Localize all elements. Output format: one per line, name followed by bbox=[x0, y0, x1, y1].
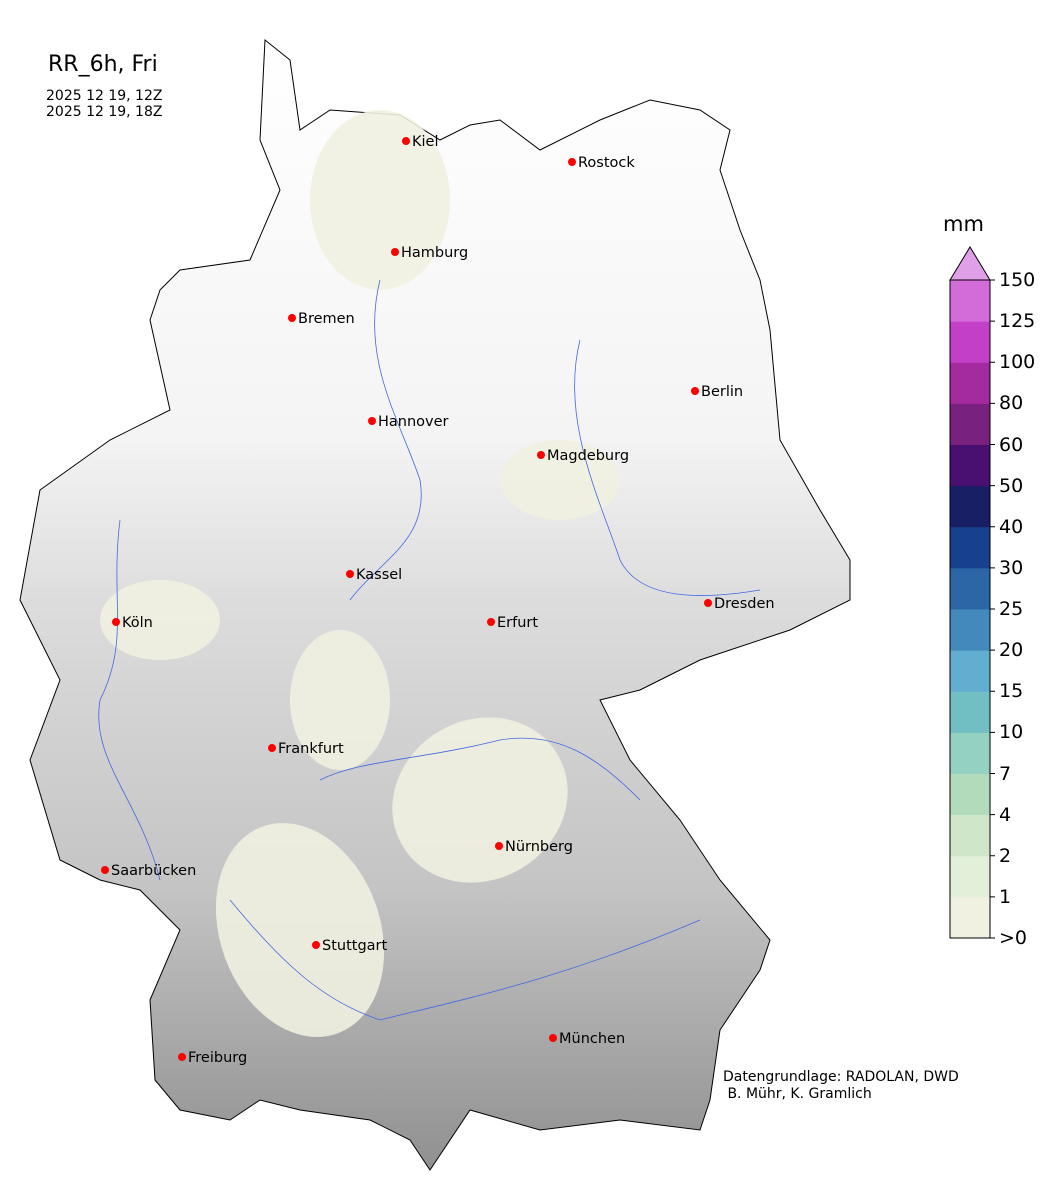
city-marker bbox=[268, 744, 276, 752]
colorbar-bin bbox=[950, 650, 990, 692]
city-label: München bbox=[559, 1031, 625, 1047]
city-marker bbox=[288, 314, 296, 322]
colorbar-bin bbox=[950, 855, 990, 898]
colorbar-bin bbox=[950, 567, 990, 610]
colorbar-bin bbox=[950, 485, 990, 528]
credit-source: Datengrundlage: RADOLAN, DWD bbox=[723, 1069, 959, 1085]
city-marker bbox=[402, 137, 410, 145]
city-markers: Kiel Rostock Hamburg Bremen Berlin Hannover Ma… bbox=[101, 134, 775, 1066]
colorbar-bin bbox=[950, 691, 990, 733]
period-start: 2025 12 19, 12Z bbox=[46, 88, 163, 104]
city-label: Stuttgart bbox=[322, 938, 388, 954]
city-marker bbox=[537, 451, 545, 459]
city-marker bbox=[391, 248, 399, 256]
colorbar-tick-label: 4 bbox=[999, 803, 1012, 826]
colorbar bbox=[949, 246, 995, 939]
colorbar-tick-label: 25 bbox=[999, 598, 1024, 620]
city-label: Kiel bbox=[412, 134, 439, 150]
colorbar-bin bbox=[950, 280, 990, 322]
colorbar-bin bbox=[950, 773, 990, 816]
colorbar-tick-label: 150 bbox=[999, 269, 1036, 291]
city-marker bbox=[487, 618, 495, 626]
colorbar-tick-label: 15 bbox=[999, 680, 1024, 703]
city-marker bbox=[549, 1034, 557, 1042]
colorbar-tick-label: 40 bbox=[999, 515, 1024, 538]
colorbar-tick-label: 125 bbox=[999, 310, 1036, 333]
colorbar-tick-label: 2 bbox=[999, 844, 1012, 867]
colorbar-tick-label: 1 bbox=[999, 885, 1012, 908]
colorbar-tick-label: 80 bbox=[999, 392, 1024, 415]
city-marker bbox=[101, 866, 109, 874]
city-label: Erfurt bbox=[497, 615, 538, 631]
city-marker bbox=[112, 618, 120, 626]
colorbar-bin bbox=[950, 444, 990, 487]
map-title: RR_6h, Fri bbox=[48, 52, 158, 77]
city-marker bbox=[178, 1053, 186, 1061]
city-label: Kassel bbox=[356, 567, 402, 583]
colorbar-tick-label: >0 bbox=[999, 927, 1028, 949]
city-label: Berlin bbox=[701, 384, 743, 400]
city-label: Köln bbox=[122, 615, 153, 631]
colorbar-tick-label: 10 bbox=[999, 721, 1024, 744]
colorbar-bin bbox=[950, 403, 990, 445]
colorbar-tick-label: 30 bbox=[999, 556, 1024, 579]
colorbar-unit: mm bbox=[943, 212, 984, 236]
city-label: Dresden bbox=[714, 596, 775, 612]
light-precipitation-areas bbox=[100, 110, 620, 1037]
colorbar-tick-label: 20 bbox=[999, 639, 1024, 662]
city-label: Magdeburg bbox=[547, 448, 629, 464]
city-label: Bremen bbox=[298, 311, 355, 327]
city-label: Hannover bbox=[378, 414, 449, 430]
city-marker bbox=[704, 599, 712, 607]
city-marker bbox=[568, 158, 576, 166]
colorbar-tick-label: 100 bbox=[999, 351, 1036, 374]
city-marker bbox=[495, 842, 503, 850]
colorbar-bin bbox=[950, 732, 990, 774]
colorbar-bin bbox=[950, 362, 990, 404]
city-marker bbox=[312, 941, 320, 949]
colorbar-tick-label: 50 bbox=[999, 474, 1024, 497]
city-marker bbox=[368, 417, 376, 425]
city-label: Rostock bbox=[578, 155, 635, 171]
city-label: Freiburg bbox=[188, 1050, 247, 1066]
colorbar-bin bbox=[950, 526, 990, 569]
city-label: Hamburg bbox=[401, 245, 468, 261]
rivers bbox=[98, 279, 761, 1021]
credit-authors: B. Mühr, K. Gramlich bbox=[723, 1086, 872, 1102]
colorbar-bin bbox=[950, 896, 990, 939]
colorbar-tick-label: 7 bbox=[999, 762, 1012, 785]
colorbar-bin bbox=[950, 814, 990, 857]
period-end: 2025 12 19, 18Z bbox=[46, 104, 163, 120]
city-label: Nürnberg bbox=[505, 839, 573, 855]
colorbar-tick-label: 60 bbox=[999, 433, 1024, 456]
colorbar-bin bbox=[950, 321, 990, 363]
city-marker bbox=[346, 570, 354, 578]
city-label: Frankfurt bbox=[278, 741, 344, 757]
colorbar-bin bbox=[950, 609, 990, 651]
colorbar-extend-arrow bbox=[949, 246, 991, 281]
city-marker bbox=[691, 387, 699, 395]
city-label: Saarbücken bbox=[111, 863, 196, 879]
